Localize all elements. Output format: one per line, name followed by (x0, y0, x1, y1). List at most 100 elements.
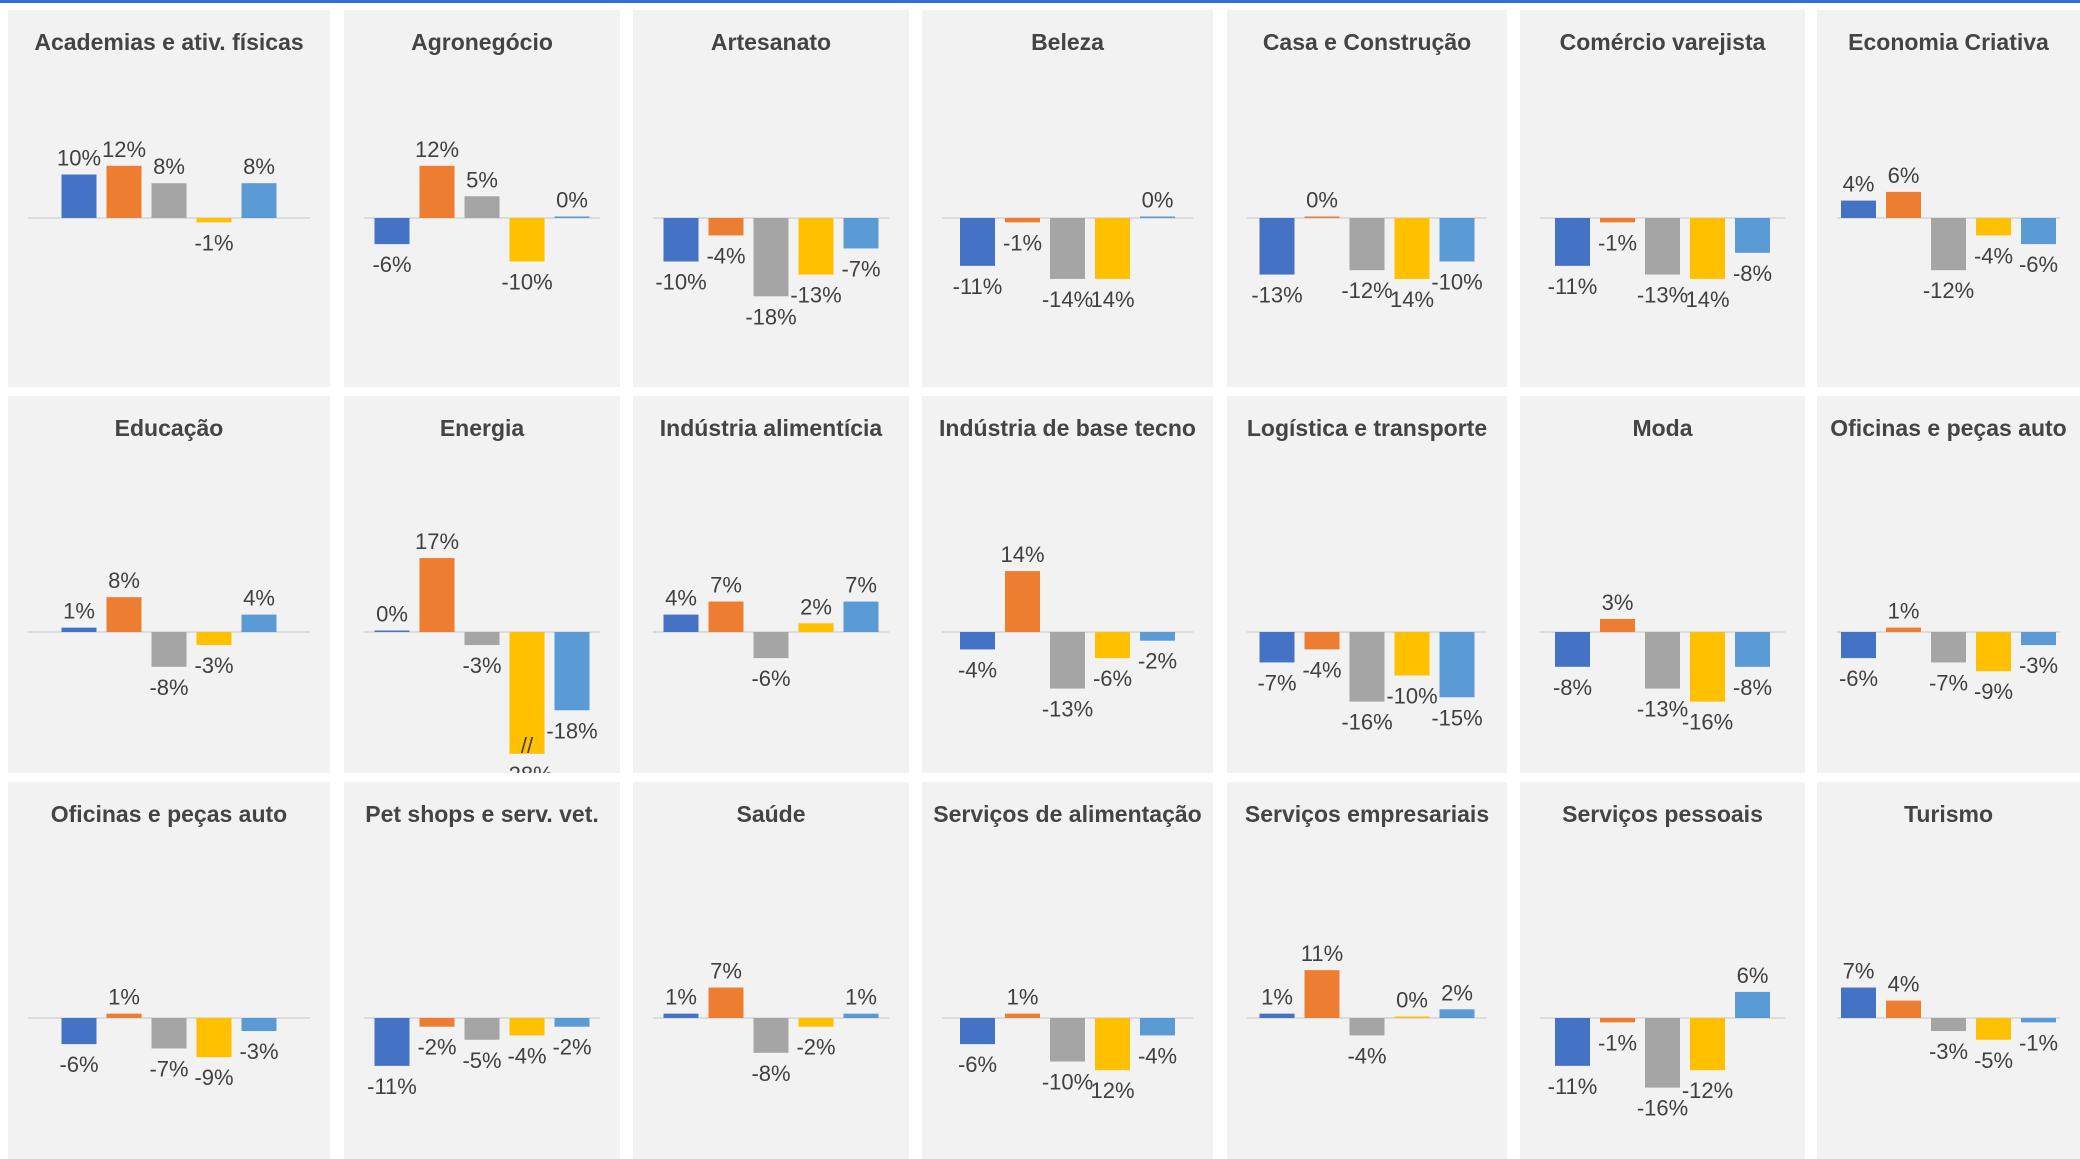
bar (1005, 571, 1040, 632)
bar (843, 218, 879, 249)
chart-svg: Artesanato -10%-4% -18%-13%-7% (653, 29, 889, 329)
bar (1931, 218, 1966, 271)
chart-svg: Logística e transporte -7%-4% -16%-10%-15% (1247, 415, 1487, 735)
bar (663, 614, 699, 632)
data-label: -28% (501, 762, 552, 773)
data-label: 0% (376, 602, 408, 627)
chart-svg: Saúde 1% 7% -8%-2% 1% (653, 801, 889, 1086)
bar (1095, 218, 1130, 279)
data-label: -11% (1548, 274, 1598, 299)
bar (1095, 1018, 1130, 1071)
data-label: -18% (745, 304, 796, 329)
data-label: -2% (552, 1035, 591, 1060)
bar (1349, 218, 1385, 271)
bar (241, 183, 277, 218)
bar (1304, 632, 1340, 650)
chart-panel: Indústria alimentícia 4% 7% -6% 2% 7% (633, 396, 909, 773)
data-label: 0% (556, 188, 588, 213)
bar (798, 218, 834, 275)
bar (663, 218, 699, 262)
bar (241, 614, 277, 632)
data-label: -10% (1431, 270, 1482, 295)
chart-panel: Energia 0% 17% -3% -28% -18% // (344, 396, 620, 773)
bar (61, 1018, 97, 1045)
data-label: -3% (462, 653, 501, 678)
data-label: -7% (1929, 670, 1968, 695)
top-accent-bar (0, 0, 2080, 3)
data-label: -16% (1341, 710, 1392, 735)
data-label: 2% (800, 594, 832, 619)
bar (196, 1018, 232, 1058)
bar (61, 174, 97, 218)
chart-panel: Oficinas e peças auto -6% 1% -7% -9% -3% (8, 782, 330, 1159)
chart-svg: Energia 0% 17% -3% -28% -18% // (364, 415, 600, 773)
bar (753, 218, 789, 297)
data-label: 0% (1142, 188, 1174, 213)
chart-panel: Saúde 1% 7% -8% -2% 1% (633, 782, 909, 1159)
bar (1005, 1013, 1040, 1018)
data-label: -4% (507, 1043, 546, 1068)
bar (464, 632, 500, 646)
data-label: 14% (1685, 287, 1729, 312)
chart-title: Serviços de alimentação (933, 801, 1201, 827)
bar (106, 165, 142, 218)
data-label: -13% (1637, 697, 1688, 722)
chart-svg: Casa e Construção -13% 0% -12%14%-10% (1247, 29, 1487, 312)
data-label: -5% (462, 1048, 501, 1073)
chart-svg: Academias e ativ. físicas 10% 12% 8% -1% 8% (28, 29, 310, 255)
data-label: -11% (1548, 1074, 1598, 1099)
data-label: 4% (665, 586, 697, 611)
data-label: 7% (845, 573, 877, 598)
bar (464, 196, 500, 218)
bar (1555, 1018, 1590, 1066)
chart-title: Agronegócio (411, 29, 553, 55)
data-label: 1% (63, 599, 95, 624)
bar (1645, 632, 1680, 689)
bar (1555, 218, 1590, 266)
bar (151, 183, 187, 218)
bar (1439, 1009, 1475, 1018)
data-label: 12% (415, 137, 459, 162)
bar (2021, 1018, 2056, 1023)
chart-panel: Casa e Construção -13% 0% -12% 14% -10% (1227, 10, 1507, 387)
data-label: -12% (1341, 278, 1392, 303)
data-label: -1% (1598, 230, 1637, 255)
data-label: -10% (655, 270, 706, 295)
data-label: 6% (1737, 963, 1769, 988)
bar (1349, 632, 1385, 702)
data-label: -1% (194, 230, 233, 255)
data-label: -13% (790, 283, 841, 308)
bar (509, 218, 545, 262)
bar (1841, 200, 1876, 218)
data-label: -4% (706, 243, 745, 268)
bar (798, 623, 834, 632)
data-label: 12% (102, 137, 146, 162)
chart-panel: Logística e transporte -7% -4% -16% -10% -15% (1227, 396, 1507, 773)
bar (960, 218, 995, 266)
bar (1735, 218, 1770, 253)
data-label: 6% (1888, 163, 1920, 188)
chart-title: Indústria alimentícia (660, 415, 883, 441)
bar (960, 1018, 995, 1045)
chart-title: Oficinas e peças auto (51, 801, 287, 827)
bar (374, 630, 410, 632)
chart-title: Indústria de base tecno (939, 415, 1196, 441)
data-label: -7% (149, 1056, 188, 1081)
chart-title: Pet shops e serv. vet. (365, 801, 599, 827)
bar (1259, 1013, 1295, 1018)
bar (374, 218, 410, 245)
chart-panel: Indústria de base tecno -4% 14% -13% -6% -2% (922, 396, 1213, 773)
data-label: -10% (1386, 684, 1437, 709)
bar (1349, 1018, 1385, 1036)
bar (1886, 191, 1921, 218)
data-label: -3% (239, 1039, 278, 1064)
chart-svg: Turismo 7% 4% -3% -5%-1% (1837, 801, 2060, 1073)
bar (1394, 632, 1430, 676)
bar (2021, 632, 2056, 646)
bar (843, 1013, 879, 1018)
bar (708, 987, 744, 1018)
data-label: -6% (958, 1052, 997, 1077)
chart-svg: Agronegócio -6% 12% 5% -10% 0% (364, 29, 600, 295)
bar (1439, 218, 1475, 262)
data-label: -6% (751, 666, 790, 691)
